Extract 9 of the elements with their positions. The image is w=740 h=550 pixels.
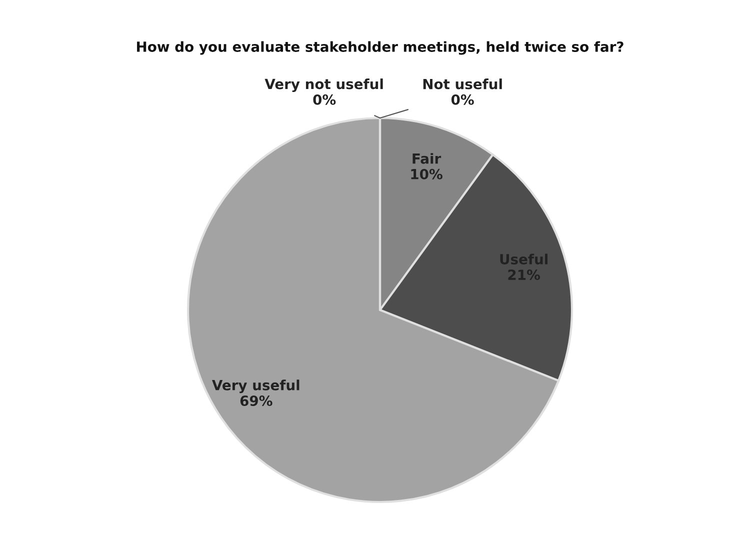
text: 0% xyxy=(313,94,336,105)
category-label: Not useful xyxy=(423,78,502,90)
data-label: 69% xyxy=(240,396,272,406)
slice-label: Fair xyxy=(412,153,442,164)
chart-title: How do you evaluate stakeholder meetings, held twice so far? xyxy=(137,41,624,55)
slice-label: Very useful xyxy=(212,380,300,394)
category-label: Very not useful xyxy=(264,78,383,92)
text: 0% xyxy=(451,94,474,105)
data-label: 10% xyxy=(411,168,442,180)
